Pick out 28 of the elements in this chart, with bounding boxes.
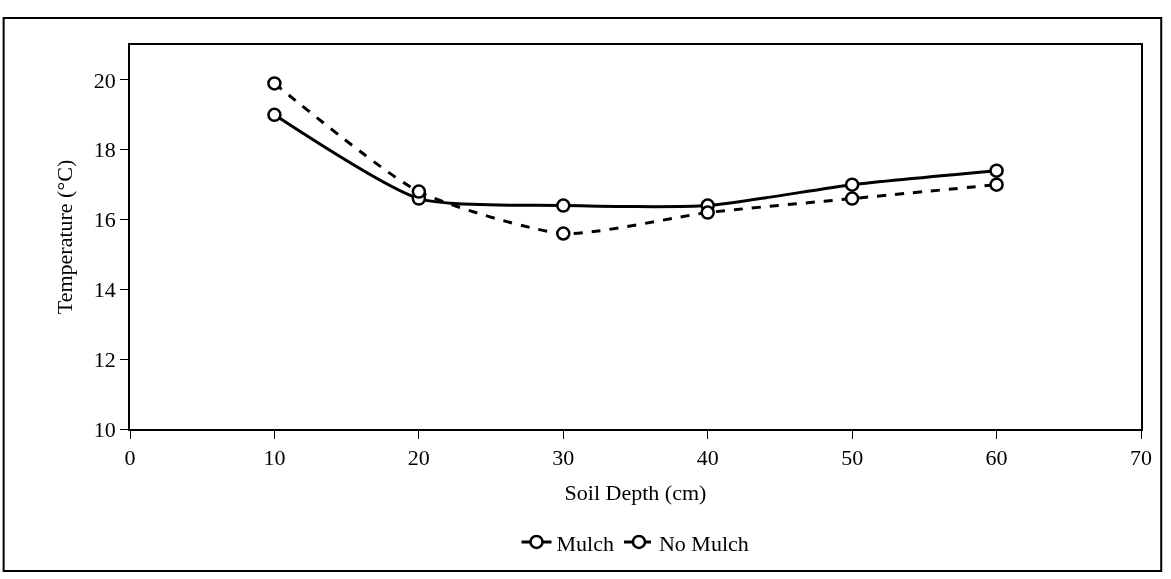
x-axis-title: Soil Depth (cm) — [564, 479, 707, 505]
y-tick-label: 18 — [93, 137, 116, 163]
legend-label: Mulch — [556, 530, 614, 556]
point — [267, 107, 282, 123]
x-tick-label: 0 — [124, 445, 136, 471]
x-tick-label: 30 — [552, 445, 575, 471]
x-tick-label: 70 — [1130, 445, 1152, 471]
y-axis-title: Temperature (°C) — [52, 159, 78, 315]
y-tick-label: 12 — [93, 346, 116, 372]
point — [556, 226, 571, 241]
point — [556, 198, 571, 213]
point — [989, 163, 1004, 178]
point — [700, 205, 715, 220]
y-tick-label: 16 — [93, 207, 116, 233]
x-tick-label: 10 — [263, 445, 286, 471]
x-tick-label: 40 — [696, 445, 719, 471]
x-tick-label: 60 — [985, 445, 1008, 471]
point — [989, 177, 1004, 192]
point — [844, 191, 860, 206]
point — [844, 177, 860, 192]
y-tick-label: 10 — [93, 416, 116, 442]
x-tick-label: 50 — [841, 445, 864, 471]
x-tick-label: 20 — [407, 445, 430, 471]
point — [411, 184, 427, 199]
y-tick-label: 20 — [93, 67, 116, 93]
point — [267, 76, 282, 91]
legend-label: No Mulch — [658, 530, 749, 556]
y-tick-label: 14 — [93, 277, 116, 303]
